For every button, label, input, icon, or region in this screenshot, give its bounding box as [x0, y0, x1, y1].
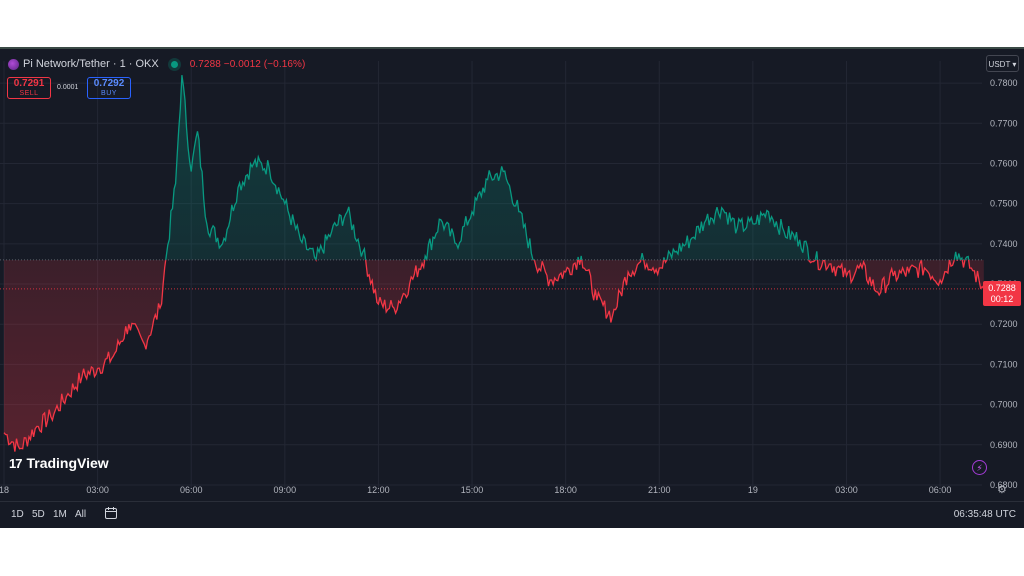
currency-label: USDT: [988, 60, 1011, 69]
calendar-icon[interactable]: [104, 506, 118, 520]
x-tick-label: 21:00: [648, 485, 671, 495]
y-tick-label: 0.7100: [990, 359, 1018, 369]
buy-price: 0.7292: [93, 78, 125, 89]
current-price-label: 0.7288: [988, 282, 1016, 293]
y-tick-label: 0.7800: [990, 78, 1018, 88]
top-border: [0, 47, 1024, 49]
bar-countdown: 00:12: [990, 293, 1014, 304]
buy-button[interactable]: 0.7292 BUY: [87, 77, 131, 99]
gear-icon[interactable]: ⚙: [997, 484, 1007, 496]
chart-header: Pi Network/Tether · 1 · OKX 0.7288 −0.00…: [8, 57, 305, 71]
x-tick-label: 03:00: [835, 485, 858, 495]
symbol-title[interactable]: Pi Network/Tether · 1 · OKX: [23, 58, 159, 70]
x-tick-label: 15:00: [461, 485, 484, 495]
brand-name: TradingView: [26, 455, 109, 471]
x-tick-label: 18:00: [554, 485, 577, 495]
y-tick-label: 0.7200: [990, 319, 1018, 329]
y-tick-label: 0.7700: [990, 118, 1018, 128]
sell-label: SELL: [19, 90, 39, 97]
x-tick-label: 06:00: [929, 485, 952, 495]
y-tick-label: 0.7000: [990, 400, 1018, 410]
price-line-up[interactable]: [4, 75, 984, 452]
sell-price: 0.7291: [13, 78, 45, 89]
range-1d-button[interactable]: 1D: [11, 509, 24, 520]
y-tick-label: 0.7400: [990, 239, 1018, 249]
price-change: 0.7288 −0.0012 (−0.16%): [189, 58, 306, 70]
bolt-icon[interactable]: ⚡: [972, 460, 987, 475]
utc-clock[interactable]: 06:35:48 UTC: [953, 509, 1016, 520]
current-price-tag: 0.7288 00:12: [983, 280, 1021, 306]
tradingview-logo[interactable]: 17 TradingView: [9, 455, 109, 471]
x-tick-label: 06:00: [180, 485, 203, 495]
currency-button[interactable]: USDT ▾: [986, 55, 1019, 72]
tradingview-mark-icon: 17: [9, 455, 23, 471]
price-line-down[interactable]: [3, 75, 985, 452]
chart-app: 0.78000.77000.76000.75000.74000.73000.72…: [0, 47, 1024, 528]
x-tick-label: 09:00: [274, 485, 297, 495]
x-tick-label: 12:00: [367, 485, 390, 495]
price-chart[interactable]: 0.78000.77000.76000.75000.74000.73000.72…: [0, 47, 1024, 501]
y-tick-label: 0.7600: [990, 158, 1018, 168]
spread-value: 0.0001: [57, 84, 79, 91]
area-below-baseline: [4, 259, 984, 452]
area-above-baseline: [4, 75, 984, 260]
buy-label: BUY: [101, 90, 117, 97]
range-5d-button[interactable]: 5D: [32, 509, 45, 520]
range-all-button[interactable]: All: [75, 509, 87, 520]
bottom-toolbar: 1D 5D 1M All 06:35:48 UTC: [0, 501, 1024, 528]
market-status-icon: [170, 60, 178, 68]
y-tick-label: 0.6900: [990, 440, 1018, 450]
y-tick-label: 0.6800: [990, 480, 1018, 490]
sell-button[interactable]: 0.7291 SELL: [7, 77, 51, 99]
y-tick-label: 0.7500: [990, 199, 1018, 209]
pi-network-icon: [8, 58, 19, 70]
x-tick-label: 03:00: [86, 485, 109, 495]
x-tick-label: 18: [0, 485, 9, 495]
x-tick-label: 19: [748, 485, 758, 495]
range-1m-button[interactable]: 1M: [53, 509, 67, 520]
